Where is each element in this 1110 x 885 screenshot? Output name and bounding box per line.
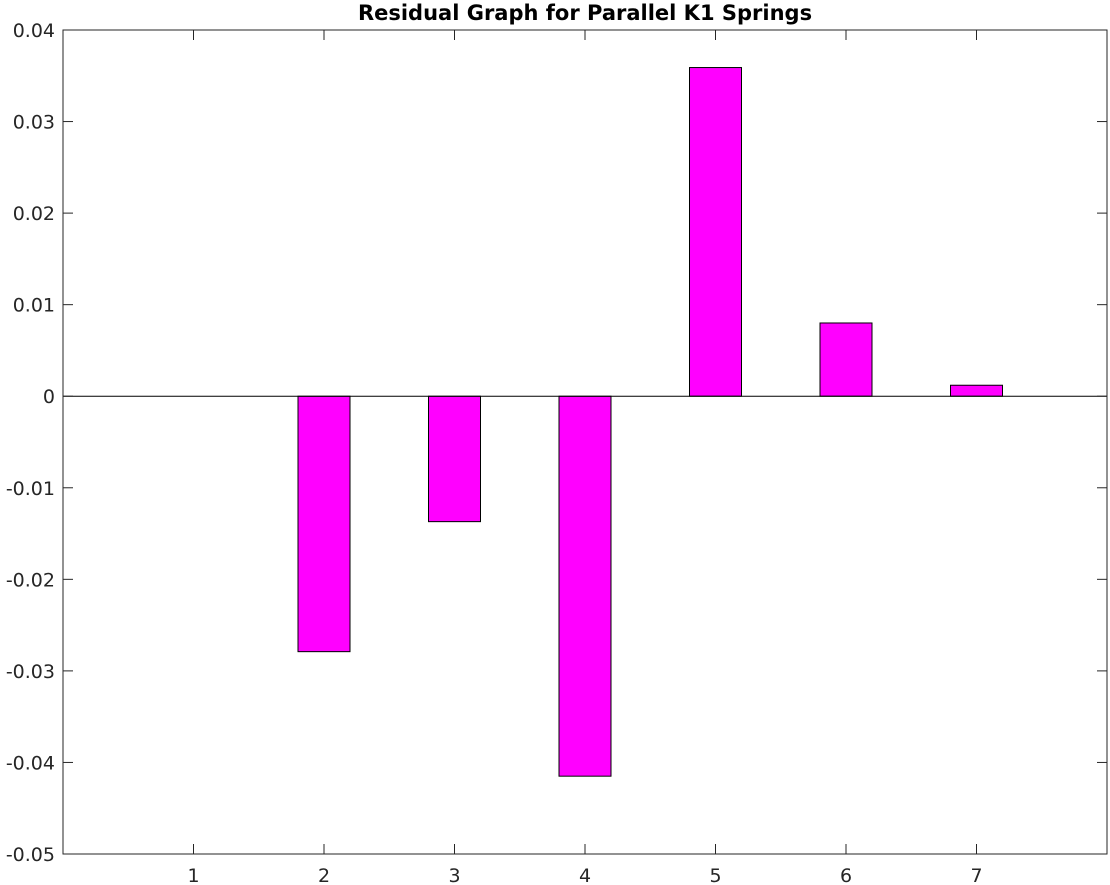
chart-title: Residual Graph for Parallel K1 Springs: [358, 1, 812, 25]
x-tick-label: 6: [840, 865, 852, 885]
y-tick-label: 0.02: [13, 203, 55, 225]
x-tick-label: 1: [187, 865, 199, 885]
y-tick-label: -0.03: [6, 661, 55, 683]
y-tick-label: -0.02: [6, 569, 55, 591]
y-tick-label: 0.03: [13, 112, 55, 134]
y-tick-label: 0: [43, 386, 55, 408]
x-tick-label: 5: [709, 865, 721, 885]
y-tick-labels: 0.04 0.03 0.02 0.01 0 -0.01 -0.02 -0.03 -0.04 -0.…: [6, 20, 55, 866]
x-tick-labels: 1 2 3 4 5 6 7: [187, 865, 982, 885]
bars-layer: [297, 67, 1003, 777]
y-tick-label: 0.01: [13, 295, 55, 317]
bar-2: [297, 395, 351, 653]
x-tick-label: 7: [970, 865, 982, 885]
x-tick-label: 3: [448, 865, 460, 885]
bar-5: [689, 67, 742, 397]
y-tick-label: -0.05: [6, 844, 55, 866]
y-tick-label: -0.04: [6, 752, 55, 774]
y-tick-label: 0.04: [13, 20, 55, 42]
ticks-layer: [63, 29, 1107, 855]
x-tick-label: 2: [318, 865, 330, 885]
x-tick-label: 4: [579, 865, 591, 885]
bar-3: [428, 395, 481, 523]
bar-7: [950, 384, 1003, 397]
y-tick-label: -0.01: [6, 478, 55, 500]
bar-4: [558, 395, 612, 777]
bar-6: [819, 322, 873, 397]
